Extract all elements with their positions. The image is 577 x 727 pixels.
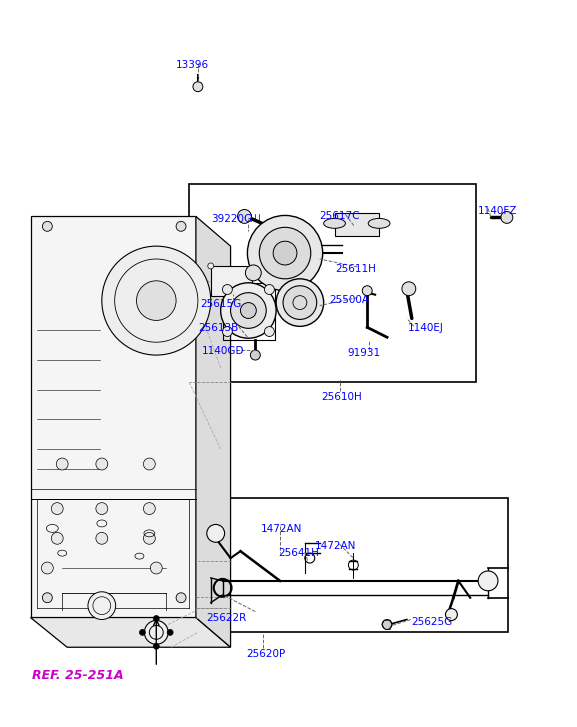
Circle shape	[382, 619, 392, 630]
Circle shape	[445, 608, 458, 621]
Text: 1140EJ: 1140EJ	[408, 324, 444, 334]
Circle shape	[207, 524, 224, 542]
Polygon shape	[211, 266, 252, 296]
Circle shape	[167, 630, 173, 635]
Bar	[189, 184, 476, 382]
Text: 25622R: 25622R	[206, 613, 246, 622]
Circle shape	[501, 212, 513, 223]
Text: 1472AN: 1472AN	[261, 524, 303, 534]
Circle shape	[222, 326, 233, 337]
Circle shape	[249, 263, 256, 269]
Text: 25625G: 25625G	[411, 616, 452, 627]
Circle shape	[96, 458, 108, 470]
Text: 39220G: 39220G	[211, 214, 252, 225]
Circle shape	[231, 293, 266, 329]
Circle shape	[241, 302, 256, 318]
Circle shape	[42, 562, 53, 574]
Text: 91931: 91931	[347, 348, 381, 358]
Ellipse shape	[324, 218, 346, 228]
Circle shape	[478, 571, 498, 591]
Circle shape	[140, 630, 145, 635]
Text: 25641H: 25641H	[278, 548, 319, 558]
Circle shape	[276, 279, 324, 326]
Circle shape	[153, 616, 159, 622]
Circle shape	[51, 532, 63, 545]
Circle shape	[220, 283, 276, 338]
Polygon shape	[31, 617, 231, 647]
Circle shape	[250, 350, 260, 360]
Circle shape	[273, 241, 297, 265]
Circle shape	[102, 246, 211, 355]
Polygon shape	[31, 217, 196, 617]
Circle shape	[42, 222, 53, 231]
Text: 25617C: 25617C	[320, 212, 360, 222]
Circle shape	[57, 458, 68, 470]
Text: 25610H: 25610H	[321, 392, 362, 402]
Circle shape	[402, 282, 416, 296]
Polygon shape	[335, 214, 379, 236]
Text: 25500A: 25500A	[329, 294, 370, 305]
Circle shape	[238, 209, 252, 223]
Circle shape	[362, 286, 372, 296]
Circle shape	[151, 562, 162, 574]
Text: 25620P: 25620P	[246, 649, 286, 659]
Text: 13396: 13396	[176, 60, 209, 70]
Circle shape	[176, 593, 186, 603]
Ellipse shape	[368, 218, 390, 228]
Text: 25615G: 25615G	[200, 299, 241, 309]
Circle shape	[88, 592, 115, 619]
Circle shape	[264, 284, 274, 294]
Polygon shape	[196, 217, 231, 647]
Circle shape	[222, 284, 233, 294]
Circle shape	[176, 222, 186, 231]
Circle shape	[144, 621, 168, 644]
Circle shape	[96, 502, 108, 515]
Text: 25613B: 25613B	[198, 324, 238, 334]
Circle shape	[144, 532, 155, 545]
Circle shape	[245, 265, 261, 281]
Circle shape	[144, 502, 155, 515]
Circle shape	[259, 228, 311, 279]
Circle shape	[51, 502, 63, 515]
Circle shape	[264, 326, 274, 337]
Circle shape	[193, 81, 203, 92]
Circle shape	[208, 263, 213, 269]
Text: 1140FZ: 1140FZ	[478, 206, 518, 215]
Circle shape	[153, 643, 159, 649]
Circle shape	[293, 281, 307, 294]
Text: 1472AN: 1472AN	[314, 542, 356, 551]
Circle shape	[42, 593, 53, 603]
Bar	[198, 498, 508, 632]
Circle shape	[96, 532, 108, 545]
Circle shape	[283, 286, 317, 319]
Circle shape	[137, 281, 176, 321]
Text: 1140GD: 1140GD	[202, 346, 244, 356]
Circle shape	[144, 458, 155, 470]
Text: 25611H: 25611H	[336, 264, 376, 274]
Text: REF. 25-251A: REF. 25-251A	[32, 669, 124, 682]
Circle shape	[248, 215, 323, 291]
